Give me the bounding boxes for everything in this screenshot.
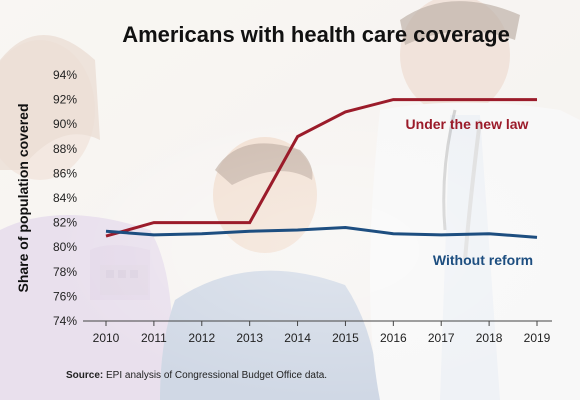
series-lines: [105, 98, 538, 239]
series-label-under-new-law: Under the new law: [406, 116, 529, 132]
x-tick-label: 2016: [380, 331, 407, 345]
x-tick-label: 2018: [476, 331, 503, 345]
source-note: Source: EPI analysis of Congressional Bu…: [66, 370, 327, 381]
y-tick-label: 78%: [53, 265, 77, 279]
y-tick-label: 94%: [53, 68, 77, 82]
x-tick-label: 2012: [188, 331, 215, 345]
x-tick-label: 2019: [524, 331, 551, 345]
source-text: EPI analysis of Congressional Budget Off…: [103, 370, 327, 381]
y-tick-label: 84%: [53, 191, 77, 205]
y-tick-label: 92%: [53, 93, 77, 107]
y-tick-label: 82%: [53, 216, 77, 230]
x-tick-label: 2011: [141, 331, 167, 345]
y-axis-label: Share of population covered: [15, 103, 31, 292]
chart-title: Americans with health care coverage: [122, 22, 510, 47]
y-tick-label: 88%: [53, 142, 77, 156]
source-label: Source:: [66, 370, 103, 381]
y-tick-label: 90%: [53, 117, 77, 131]
y-tick-label: 86%: [53, 166, 77, 180]
x-tick-label: 2015: [332, 331, 359, 345]
y-axis: 74% 76% 78% 80% 82% 84% 86% 88% 90% 92% 94%: [53, 68, 77, 328]
y-tick-label: 76%: [53, 289, 77, 303]
x-tick-label: 2014: [284, 331, 311, 345]
y-tick-label: 80%: [53, 240, 77, 254]
series-label-without-reform: Without reform: [433, 252, 533, 268]
x-tick-label: 2017: [428, 331, 455, 345]
y-tick-label: 74%: [53, 314, 77, 328]
x-tick-label: 2013: [236, 331, 263, 345]
x-tick-label: 2010: [93, 331, 120, 345]
x-axis: 2010 2011 2012 2013 2014 2015 2016 2017 2018 2019: [93, 321, 551, 345]
series-line-without-reform: [105, 225, 538, 239]
series-line-under-new-law: [105, 98, 537, 238]
